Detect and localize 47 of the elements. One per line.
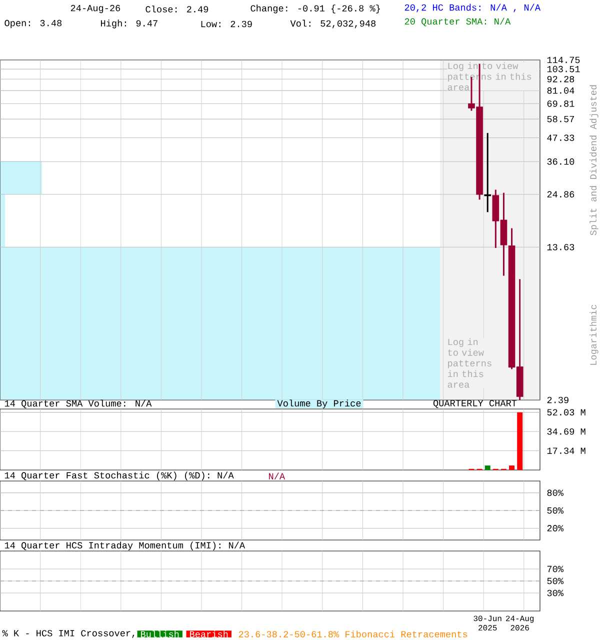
y-tick-label: 50% xyxy=(547,507,564,514)
annotation: Log in to view patterns in this area xyxy=(448,338,492,388)
y-tick-label: 30% xyxy=(547,590,564,596)
y-tick-label: 47.33 xyxy=(547,134,574,141)
y-tick-label: 20% xyxy=(547,525,564,532)
text: Change: -0.91 {-26.8 %} xyxy=(250,4,380,14)
x-tick-label: 30-Jun 2025 xyxy=(474,616,502,630)
y-tick-label: 36.10 xyxy=(547,158,574,165)
bar xyxy=(484,466,490,470)
text: Low: 2.39 xyxy=(201,20,252,28)
y-tick-label: 2.39 xyxy=(547,396,568,404)
y-tick-label: 50% xyxy=(547,578,564,584)
y-tick-label: 92.28 xyxy=(547,76,574,82)
y-tick-label: 70% xyxy=(547,566,564,572)
text: Vol: 52,032,948 xyxy=(290,20,376,28)
text: 20 Quarter SMA: N/A xyxy=(404,18,511,26)
y-tick-label: 52.03 M xyxy=(547,409,586,416)
text: 24-Aug-26 xyxy=(70,4,120,14)
annotation: 14 Quarter SMA Volume: N/A xyxy=(4,400,152,408)
y-tick-label: 69.81 xyxy=(547,100,574,107)
text: Bullish xyxy=(140,630,179,638)
text: 23.6-38.2-50-61.8% Fibonacci Retracements xyxy=(238,630,468,638)
text: Logarithmic xyxy=(590,304,598,365)
text: Close: 2.49 xyxy=(146,6,208,12)
y-tick-label: 58.57 xyxy=(547,116,574,122)
chart-title: 14 Quarter Fast Stochastic (%K) (%D): N/A xyxy=(4,472,234,480)
chart-title: QUARTERLY CHART xyxy=(433,400,517,408)
text: 20,2 HC Bands: N/A , N/A xyxy=(404,4,541,12)
text: High: 9.47 xyxy=(100,20,158,28)
bar xyxy=(517,412,523,470)
bar xyxy=(509,466,515,470)
y-tick-label: 34.69 M xyxy=(547,428,586,435)
x-tick-label: 24-Aug 2026 xyxy=(506,616,534,630)
text: Bearish xyxy=(190,630,228,638)
chart-title: 14 Quarter HCS Intraday Momentum (IMI): N/A xyxy=(4,542,246,550)
y-tick-label: 103.51 xyxy=(547,66,580,72)
y-axis-title: Split and Dividend Adjusted xyxy=(590,85,598,236)
y-tick-label: 24.86 xyxy=(547,191,574,198)
y-tick-label: 13.63 xyxy=(547,244,574,250)
y-tick-label: 17.34 M xyxy=(547,448,586,454)
annotation: Volume By Price xyxy=(277,400,361,408)
text: % K - HCS IMI Crossover, xyxy=(2,630,134,638)
y-tick-label: 81.04 xyxy=(547,87,574,94)
y-tick-label: 80% xyxy=(547,490,564,496)
y-tick-label: 114.75 xyxy=(547,56,580,64)
chart-subtitle: N/A xyxy=(268,472,286,480)
text: Open: 3.48 xyxy=(4,20,62,28)
